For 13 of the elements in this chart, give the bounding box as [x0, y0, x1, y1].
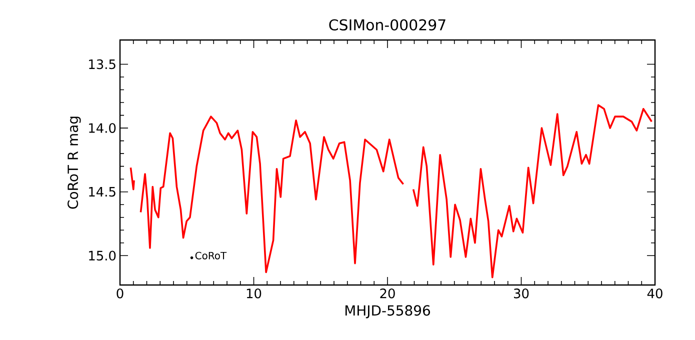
y-tick-label: 14.5: [89, 187, 116, 197]
x-tick-label: 20: [380, 288, 395, 298]
annotation: CoRoT: [195, 252, 227, 260]
x-axis-title: MHJD-55896: [345, 305, 430, 318]
y-tick-label: 15.0: [89, 250, 116, 261]
x-tick-label: 0: [116, 288, 124, 298]
x-tick-label: 40: [647, 288, 662, 298]
y-axis-title: CoRoT R mag: [68, 116, 81, 209]
x-tick-label: 30: [514, 288, 529, 298]
x-tick-label: 10: [246, 288, 262, 298]
chart-title: CSIMon-000297: [329, 19, 446, 31]
y-tick-label: 13.5: [89, 59, 116, 70]
y-tick-label: 14.0: [89, 123, 116, 133]
